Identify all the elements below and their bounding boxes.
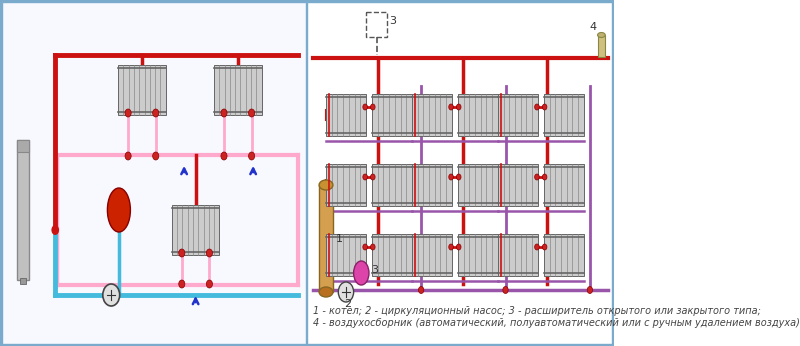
Circle shape: [51, 225, 59, 235]
Bar: [326, 94, 366, 136]
Bar: [214, 65, 262, 115]
Circle shape: [102, 284, 120, 306]
Circle shape: [457, 174, 461, 180]
Bar: [17, 140, 29, 280]
Bar: [17, 140, 29, 152]
Text: 3: 3: [371, 265, 378, 275]
Text: 2: 2: [344, 299, 350, 309]
Circle shape: [363, 104, 367, 110]
Circle shape: [418, 286, 424, 293]
Text: 3: 3: [389, 16, 396, 26]
Bar: [498, 234, 538, 276]
Bar: [498, 94, 538, 136]
Bar: [20, 278, 26, 284]
Circle shape: [449, 104, 454, 110]
Circle shape: [449, 174, 454, 180]
Circle shape: [542, 174, 547, 180]
Circle shape: [534, 174, 539, 180]
Circle shape: [206, 249, 213, 257]
Bar: [412, 94, 452, 136]
Bar: [118, 65, 166, 115]
Bar: [498, 164, 538, 206]
Text: 1: 1: [336, 234, 343, 244]
Circle shape: [503, 286, 508, 293]
Bar: [544, 234, 584, 276]
Ellipse shape: [319, 287, 333, 297]
Circle shape: [542, 244, 547, 250]
Circle shape: [178, 280, 185, 288]
Circle shape: [249, 152, 254, 160]
Circle shape: [587, 286, 593, 293]
Bar: [544, 94, 584, 136]
Circle shape: [125, 109, 131, 117]
Circle shape: [370, 174, 375, 180]
Bar: [544, 164, 584, 206]
Ellipse shape: [354, 261, 369, 285]
Circle shape: [125, 152, 131, 160]
Circle shape: [153, 152, 158, 160]
Bar: [319, 185, 333, 292]
Bar: [326, 164, 366, 206]
Circle shape: [457, 244, 461, 250]
Circle shape: [542, 104, 547, 110]
Bar: [458, 94, 498, 136]
Circle shape: [534, 244, 539, 250]
Circle shape: [534, 104, 539, 110]
Text: 1 - котел; 2 - циркуляционный насос; 3 - расширитель открытого или закрытого тип: 1 - котел; 2 - циркуляционный насос; 3 -…: [313, 306, 761, 316]
Bar: [372, 164, 412, 206]
Circle shape: [206, 280, 213, 288]
Bar: [172, 205, 219, 255]
Bar: [598, 35, 606, 57]
Circle shape: [178, 249, 185, 257]
Circle shape: [457, 104, 461, 110]
Ellipse shape: [319, 180, 333, 190]
Circle shape: [249, 109, 254, 117]
Ellipse shape: [598, 33, 606, 37]
Circle shape: [370, 244, 375, 250]
Bar: [326, 234, 366, 276]
Bar: [2, 2, 306, 344]
Ellipse shape: [107, 188, 130, 232]
Text: 4: 4: [589, 22, 596, 32]
Circle shape: [153, 109, 158, 117]
Circle shape: [363, 174, 367, 180]
Bar: [412, 234, 452, 276]
Circle shape: [449, 244, 454, 250]
Circle shape: [370, 104, 375, 110]
Bar: [307, 2, 612, 344]
Bar: [458, 164, 498, 206]
Bar: [412, 164, 452, 206]
Bar: [366, 12, 387, 37]
Bar: [372, 94, 412, 136]
Circle shape: [363, 244, 367, 250]
Circle shape: [221, 152, 227, 160]
Bar: [458, 234, 498, 276]
Circle shape: [338, 282, 354, 302]
Text: 4 - воздухосборник (автоматический, полуавтоматический или с ручным удалением во: 4 - воздухосборник (автоматический, полу…: [313, 318, 800, 328]
Bar: [372, 234, 412, 276]
Circle shape: [221, 109, 227, 117]
